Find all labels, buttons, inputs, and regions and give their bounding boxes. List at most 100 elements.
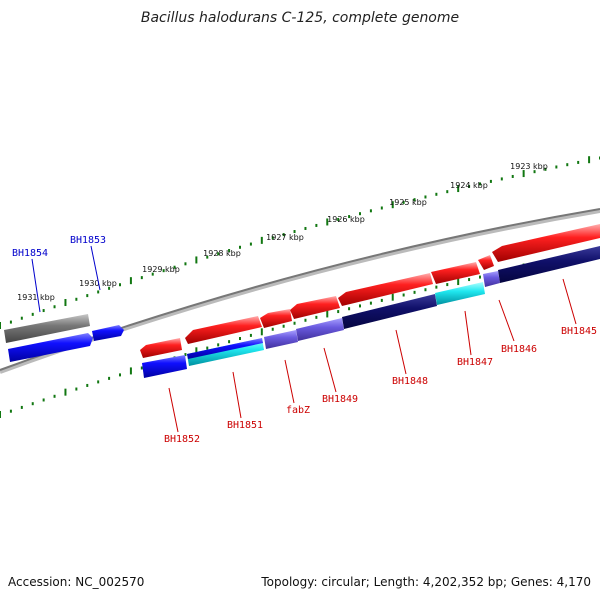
ruler-minor-tick [217,252,220,256]
ruler-minor-tick [533,170,536,174]
gene-fabz-arrow[interactable] [185,316,262,344]
gene-bh1848-block[interactable] [342,294,437,329]
ruler-major-tick [0,322,1,329]
gene-bh1849-block[interactable] [296,318,344,341]
gene-label-bh1849[interactable]: BH1849 [322,394,358,405]
ruler-major-tick [64,388,67,396]
ruler-major-tick [260,236,263,244]
gene-leader-line [168,387,179,433]
gene-label-bh1848[interactable]: BH1848 [392,376,428,387]
ruler-minor-tick [20,405,23,409]
gene-label-bh1853[interactable]: BH1853 [70,235,106,246]
gene-label-bh1845[interactable]: BH1845 [561,326,597,337]
ruler-minor-tick [228,340,231,344]
gene-bh1846-block[interactable] [483,271,500,287]
ruler-minor-tick [446,283,449,287]
ruler-ticks-lower [0,250,600,418]
ruler-minor-tick [31,402,34,406]
gene-leader-line [90,245,101,291]
ruler-minor-tick [380,206,383,210]
ruler-minor-tick [293,321,296,325]
ruler-minor-tick [380,298,383,302]
gene-bh1846b-arrow[interactable] [478,255,494,270]
ruler-ticks-upper [0,156,600,329]
ruler-minor-tick [315,315,318,319]
ruler-minor-tick [468,278,471,282]
ruler-minor-tick [500,177,503,181]
ruler-major-tick [195,347,198,355]
gene-bh1854-segment[interactable] [4,314,90,343]
gene-bh1852-block[interactable] [142,355,187,378]
ruler-major-tick [260,328,263,336]
ruler-major-tick [588,156,591,164]
ruler-minor-tick [489,179,492,183]
ruler-minor-tick [151,272,154,276]
ruler-minor-tick [86,383,89,387]
ruler-minor-tick [359,212,361,216]
ruler-minor-tick [315,223,318,227]
ruler-minor-tick [108,286,111,290]
gene-labels: BH1854 BH1853 BH1852 BH1851 fabZ BH1849 BH1848… [12,235,597,445]
gene-bh1849-arrow[interactable] [260,309,292,328]
ruler-major-tick [129,367,132,375]
gene-bh1846-arrow[interactable] [431,262,480,284]
gene-label-bh1851[interactable]: BH1851 [227,420,263,431]
genome-summary-text: Topology: circular; Length: 4,202,352 bp… [260,575,591,589]
ruler-minor-tick [479,182,481,186]
gene-label-bh1847[interactable]: BH1847 [457,357,493,368]
gene-label-bh1852[interactable]: BH1852 [164,434,200,445]
ruler-minor-tick [271,236,274,240]
ruler-minor-tick [42,309,45,313]
map-title: Bacillus halodurans C-125, complete geno… [141,10,459,26]
ruler-minor-tick [217,343,220,347]
ruler-minor-tick [140,366,143,370]
ruler-minor-tick [249,242,252,246]
ruler-minor-tick [402,293,405,297]
ruler-labels: 1931 kbp 1930 kbp 1929 kbp 1928 kbp 1927 kbp… [17,162,548,302]
gene-bh1847-block[interactable] [435,282,485,305]
gene-label-bh1854[interactable]: BH1854 [12,248,48,259]
ruler-minor-tick [468,184,471,188]
gene-bh1851-arrow[interactable] [140,338,182,358]
ruler-minor-tick [75,297,78,301]
gene-leader-line [323,347,337,393]
ruler-minor-tick [20,316,23,320]
gene-fabz-block[interactable] [264,330,298,349]
ruler-minor-tick [544,167,547,171]
gene-bh1852-arrow[interactable] [92,325,124,341]
ruler-major-tick [457,185,460,193]
gene-bh1847-arrow[interactable] [338,273,433,306]
ruler-minor-tick [173,265,176,269]
ruler-minor-tick [184,262,187,266]
ruler-major-tick [64,299,67,307]
ruler-minor-tick [86,294,89,298]
ruler-minor-tick [566,163,569,167]
ruler-major-tick [391,293,394,301]
ruler-minor-tick [75,387,78,391]
ruler-minor-tick [119,283,121,287]
ruler-minor-tick [304,318,307,322]
ruler-major-tick [195,256,198,264]
gene-label-fabz[interactable]: fabZ [286,405,310,416]
gene-label-bh1846[interactable]: BH1846 [501,344,537,355]
ruler-minor-tick [479,275,481,279]
gene-bh1853-arrow[interactable] [8,333,93,362]
ruler-major-tick [326,218,329,226]
ruler-minor-tick [369,209,372,213]
ruler-label: 1925 kbp [389,198,427,207]
gene-bh1845-block[interactable] [498,246,600,283]
ruler-label: 1930 kbp [79,279,117,288]
gene-leader-line [31,258,41,313]
ruler-label: 1924 kbp [450,181,488,190]
gene-bh1848-arrow[interactable] [290,296,340,319]
gene-bh1845-arrow[interactable] [492,224,600,262]
ruler-minor-tick [293,230,296,234]
ruler-minor-tick [424,195,427,199]
ruler-minor-tick [435,192,438,196]
ruler-minor-tick [446,190,449,194]
ruler-minor-tick [511,174,514,178]
ruler-minor-tick [228,249,231,253]
ruler-minor-tick [369,301,372,305]
